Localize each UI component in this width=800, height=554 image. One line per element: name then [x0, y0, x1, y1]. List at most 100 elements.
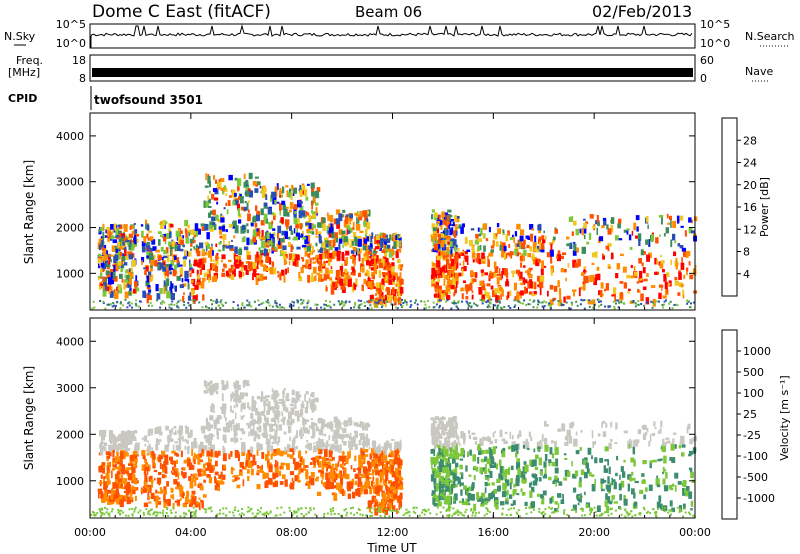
echo-cell	[202, 471, 207, 476]
echo-cell	[221, 303, 224, 306]
echo-cell	[438, 299, 441, 302]
echo-cell	[189, 272, 192, 277]
echo-cell	[216, 428, 219, 435]
echo-cell	[327, 214, 330, 221]
echo-cell	[484, 469, 487, 474]
echo-cell	[222, 268, 225, 272]
echo-cell	[455, 483, 458, 488]
echo-cell	[104, 307, 107, 310]
echo-cell	[502, 231, 505, 235]
echo-cell	[431, 214, 433, 220]
echo-cell	[391, 471, 396, 478]
echo-cell	[335, 252, 339, 257]
echo-cell	[327, 252, 329, 259]
echo-cell	[442, 446, 446, 454]
echo-cell	[262, 396, 267, 400]
echo-cell	[352, 221, 355, 228]
echo-cell	[552, 480, 556, 484]
echo-cell	[189, 259, 191, 267]
echo-cell	[536, 250, 540, 253]
echo-cell	[249, 239, 254, 245]
echo-cell	[384, 241, 387, 245]
echo-cell	[239, 462, 244, 468]
echo-cell	[532, 300, 535, 303]
echo-cell	[254, 222, 258, 228]
echo-cell	[441, 461, 444, 470]
echo-cell	[690, 500, 694, 507]
echo-cell	[191, 449, 194, 456]
echo-cell	[287, 236, 291, 240]
echo-cell	[396, 288, 400, 292]
echo-cell	[190, 290, 195, 296]
echo-cell	[463, 441, 466, 445]
echo-cell	[607, 228, 612, 235]
echo-cell	[354, 238, 359, 246]
echo-cell	[450, 218, 455, 222]
echo-cell	[445, 478, 449, 483]
echo-cell	[539, 281, 544, 289]
echo-cell	[620, 292, 623, 299]
echo-cell	[512, 500, 516, 506]
echo-cell	[399, 292, 403, 297]
echo-cell	[681, 444, 686, 448]
echo-cell	[175, 242, 180, 246]
echo-cell	[307, 299, 310, 302]
echo-cell	[340, 235, 344, 241]
echo-cell	[508, 467, 511, 476]
echo-cell	[123, 490, 127, 493]
echo-cell	[99, 447, 104, 456]
echo-cell	[493, 261, 497, 269]
echo-cell	[317, 231, 322, 234]
echo-cell	[257, 262, 262, 265]
echo-cell	[346, 229, 349, 235]
echo-cell	[585, 462, 589, 469]
nsearch-tick-top: 10^5	[700, 18, 730, 31]
echo-cell	[592, 225, 596, 229]
echo-cell	[235, 264, 240, 269]
echo-cell	[452, 239, 457, 245]
echo-cell	[385, 300, 388, 303]
echo-cell	[409, 306, 412, 308]
echo-cell	[232, 475, 236, 478]
echo-cell	[439, 466, 443, 473]
echo-cell	[343, 475, 347, 479]
echo-cell	[343, 236, 348, 245]
echo-cell	[116, 300, 119, 303]
echo-cell	[176, 305, 179, 308]
echo-cell	[162, 266, 167, 272]
echo-cell	[273, 436, 278, 440]
echo-cell	[149, 274, 154, 281]
echo-cell	[607, 243, 612, 247]
echo-cell	[198, 502, 201, 511]
echo-cell	[618, 218, 622, 224]
echo-cell	[292, 437, 296, 444]
echo-cell	[132, 438, 137, 441]
echo-cell	[130, 430, 132, 436]
echo-cell	[446, 258, 449, 266]
echo-cell	[147, 304, 150, 307]
echo-cell	[293, 204, 298, 210]
echo-cell	[311, 407, 315, 413]
echo-cell	[580, 298, 583, 301]
freq-tick-bottom: 8	[79, 72, 86, 85]
echo-cell	[288, 253, 292, 260]
echo-cell	[146, 446, 151, 454]
echo-cell	[665, 472, 668, 479]
echo-cell	[258, 418, 262, 423]
echo-cell	[337, 250, 341, 254]
echo-cell	[518, 300, 521, 303]
echo-cell	[305, 391, 309, 395]
echo-cell	[331, 456, 335, 461]
echo-cell	[217, 187, 221, 190]
echo-cell	[328, 435, 331, 441]
echo-cell	[591, 299, 596, 305]
echo-cell	[362, 267, 365, 273]
echo-cell	[102, 244, 107, 250]
echo-cell	[672, 233, 676, 241]
echo-cell	[118, 284, 121, 291]
echo-cell	[272, 482, 277, 488]
echo-cell	[572, 259, 577, 268]
echo-cell	[582, 270, 587, 273]
echo-cell	[642, 433, 647, 441]
echo-cell	[270, 453, 273, 460]
